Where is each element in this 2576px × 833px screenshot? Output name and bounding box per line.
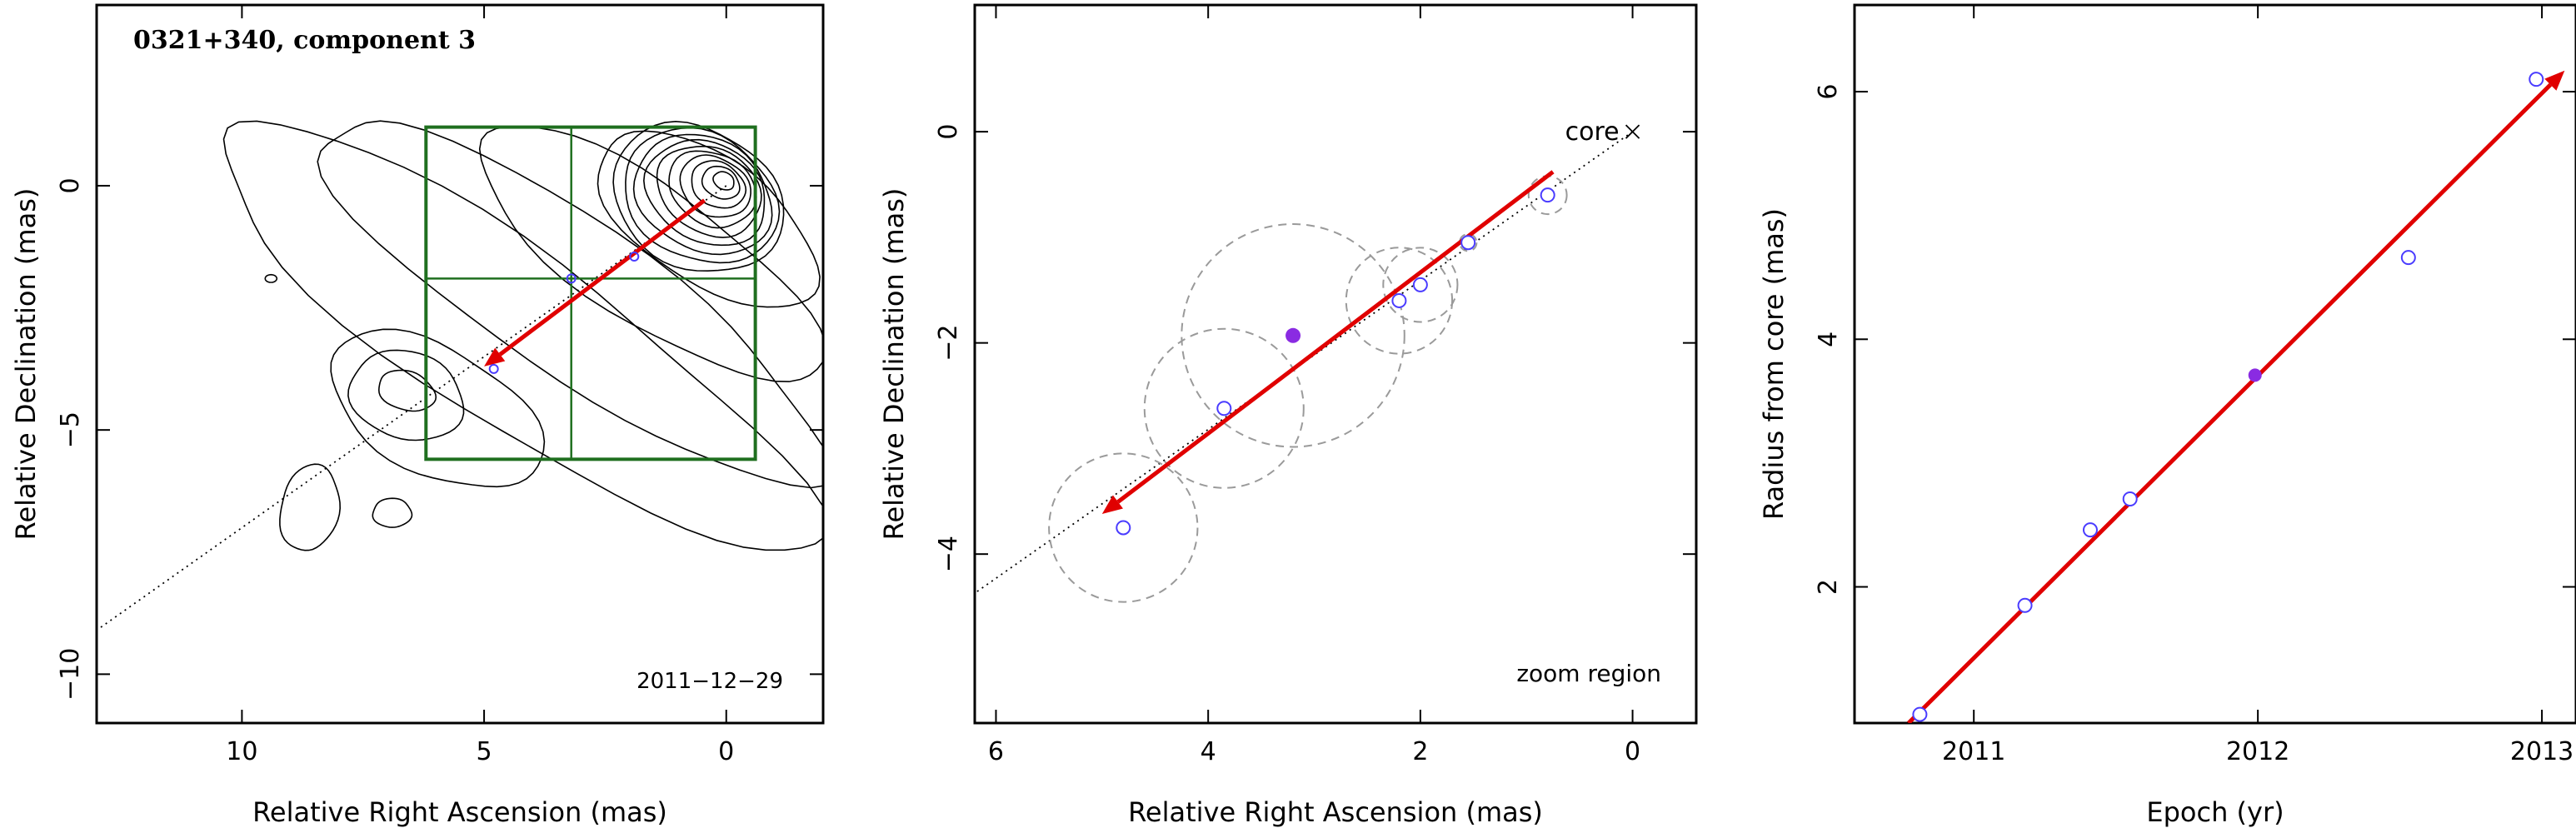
x-axis-label-3: Epoch (yr) [2146, 796, 2284, 828]
error-circle [1048, 452, 1199, 603]
radius-point [2122, 491, 2138, 506]
current-epoch-point [2248, 368, 2262, 382]
radius-point [1912, 706, 1928, 722]
x-axis-label-2: Relative Right Ascension (mas) [1128, 796, 1543, 828]
radius-point [2400, 250, 2416, 266]
panel-title: 0321+340, component 3 [133, 26, 476, 55]
y-tick-label: 6 [1814, 83, 1843, 99]
jet-contour [597, 130, 821, 308]
core-contour [668, 150, 757, 229]
x-tick-label: 5 [477, 737, 492, 766]
radius-point [2082, 522, 2098, 538]
axis-ticks-1: 10 5 0 0 −5 −10 [56, 5, 823, 766]
x-tick-label: 0 [1625, 737, 1640, 766]
core-marker [1625, 124, 1640, 139]
plot-frame-2 [973, 3, 1698, 725]
zoom-box [424, 125, 757, 461]
radius-point [2017, 597, 2033, 613]
motion-arrow-shaft [498, 198, 706, 357]
epoch-annotation: 2011−12−29 [637, 669, 783, 694]
error-circle [1181, 223, 1405, 448]
panel-radius: 2011 2012 2013 2 4 6 Epoch (yr) Radius from c… [1758, 3, 2576, 828]
position-point [1460, 235, 1476, 251]
radius-point [2529, 72, 2544, 87]
fit-arrow-shaft [1907, 82, 2553, 723]
x-tick-label: 2011 [1942, 737, 2005, 766]
panel-zoom: core zoom region 6 4 2 0 0 −2 −4 Relative Righ… [878, 3, 1698, 828]
core-contour [712, 171, 735, 191]
motion-arrow-head [484, 347, 506, 367]
y-tick-label: −4 [934, 536, 963, 572]
position-point [1391, 292, 1407, 308]
fit-arrow-head [2544, 70, 2565, 91]
x-tick-label: 2012 [2226, 737, 2289, 766]
error-circle [1459, 233, 1478, 252]
core-contour [701, 165, 741, 200]
x-tick-label: 2013 [2510, 737, 2574, 766]
position-point [1540, 187, 1555, 203]
core-contour [691, 160, 747, 209]
zoom-marks [975, 124, 1640, 603]
knot-contour [330, 328, 546, 488]
component-point [629, 251, 640, 262]
core-contour [625, 127, 781, 264]
current-epoch-point [1286, 327, 1301, 343]
radius-marks [1907, 70, 2565, 723]
motion-arrow-head [1101, 495, 1123, 515]
position-point [1412, 277, 1428, 292]
axis-ticks-2: 6 4 2 0 0 −2 −4 [934, 5, 1696, 766]
jet-contour [317, 120, 823, 489]
contour-layer [222, 120, 823, 551]
core-label: core [1565, 117, 1620, 147]
jet-contour [478, 125, 823, 382]
zoom-region-label: zoom region [1516, 660, 1661, 687]
plot-frame-1 [95, 3, 825, 725]
jet-contour [222, 120, 823, 551]
outer-contour [264, 273, 278, 283]
y-tick-label: 0 [56, 177, 85, 193]
y-tick-label: −5 [56, 412, 85, 448]
y-tick-label: 0 [934, 124, 963, 140]
y-axis-label-2: Relative Declination (mas) [878, 188, 910, 541]
map-marks [97, 125, 757, 631]
core-contour [632, 133, 773, 256]
panel-map: 0321+340, component 3 2011−12−29 10 5 0 0 −5… [10, 3, 825, 828]
x-tick-label: 4 [1201, 737, 1216, 766]
knot-contour [347, 349, 465, 441]
error-circle [1345, 247, 1454, 355]
motion-arrow-shaft [1116, 170, 1555, 504]
y-axis-label-1: Relative Declination (mas) [10, 188, 42, 541]
outer-contour [372, 497, 413, 528]
y-axis-label-3: Radius from core (mas) [1758, 208, 1790, 520]
x-tick-label: 2 [1412, 737, 1428, 766]
y-tick-label: 2 [1814, 579, 1843, 595]
core-contour [656, 145, 762, 238]
position-point [1216, 401, 1232, 416]
core-contour [679, 154, 751, 218]
error-circle [1382, 247, 1459, 323]
component-point [488, 363, 499, 374]
position-point [1116, 520, 1131, 536]
error-circle [1143, 327, 1305, 489]
y-tick-label: 4 [1814, 332, 1843, 347]
axis-ticks-3: 2011 2012 2013 2 4 6 [1814, 5, 2576, 766]
y-tick-label: −10 [56, 648, 85, 701]
x-tick-label: 6 [988, 737, 1004, 766]
component-point [566, 273, 577, 284]
outer-contour [279, 463, 342, 551]
x-tick-label: 0 [718, 737, 734, 766]
y-tick-label: −2 [934, 325, 963, 362]
jet-direction-line [97, 185, 727, 631]
plot-frame-3 [1853, 3, 2576, 725]
x-axis-label-1: Relative Right Ascension (mas) [252, 796, 667, 828]
x-tick-label: 10 [226, 737, 257, 766]
